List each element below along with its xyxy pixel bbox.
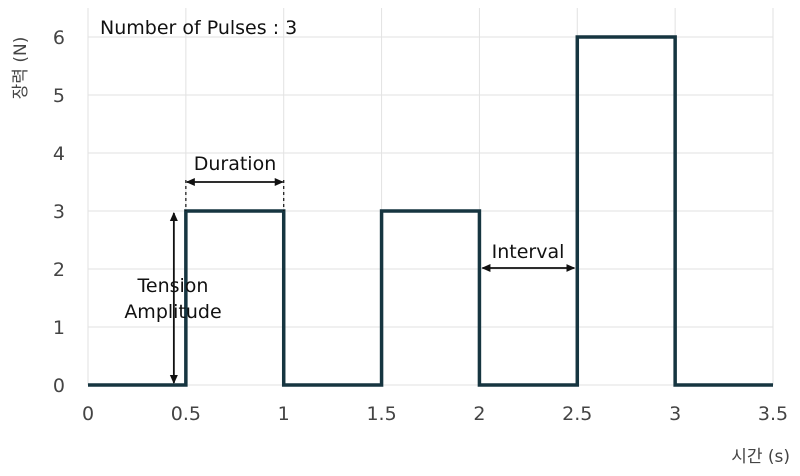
y-tick-label: 2 bbox=[53, 259, 65, 281]
annotations bbox=[169, 178, 576, 384]
y-tick-label: 6 bbox=[53, 27, 65, 49]
x-tick-label: 0.5 bbox=[171, 403, 201, 425]
tension-label-line2: Amplitude bbox=[124, 301, 221, 323]
y-axis-label: 장력 (N) bbox=[11, 37, 31, 100]
y-tick-label: 3 bbox=[53, 201, 65, 223]
tension-label-line1: Tension bbox=[137, 275, 209, 297]
x-tick-label: 0 bbox=[82, 403, 94, 425]
y-tick-label: 5 bbox=[53, 85, 65, 107]
x-tick-label: 1 bbox=[278, 403, 290, 425]
duration-label: Duration bbox=[194, 153, 277, 175]
series-line-0 bbox=[88, 35, 773, 387]
interval-label: Interval bbox=[492, 241, 565, 263]
series bbox=[88, 35, 773, 387]
x-tick-label: 1.5 bbox=[366, 403, 396, 425]
tick-labels: 0 0.5 1 1.5 2 2.5 3 3.5 0 1 2 3 4 5 6 bbox=[53, 27, 788, 425]
y-tick-label: 4 bbox=[53, 143, 65, 165]
x-tick-label: 2 bbox=[473, 403, 485, 425]
x-tick-label: 3.5 bbox=[758, 403, 788, 425]
x-tick-label: 2.5 bbox=[562, 403, 592, 425]
grid-lines bbox=[87, 8, 774, 386]
y-tick-label: 0 bbox=[53, 375, 65, 397]
x-axis-label: 시간 (s) bbox=[731, 447, 790, 467]
pulses-count-label: Number of Pulses : 3 bbox=[100, 17, 297, 39]
y-tick-label: 1 bbox=[53, 317, 65, 339]
x-tick-label: 3 bbox=[669, 403, 681, 425]
